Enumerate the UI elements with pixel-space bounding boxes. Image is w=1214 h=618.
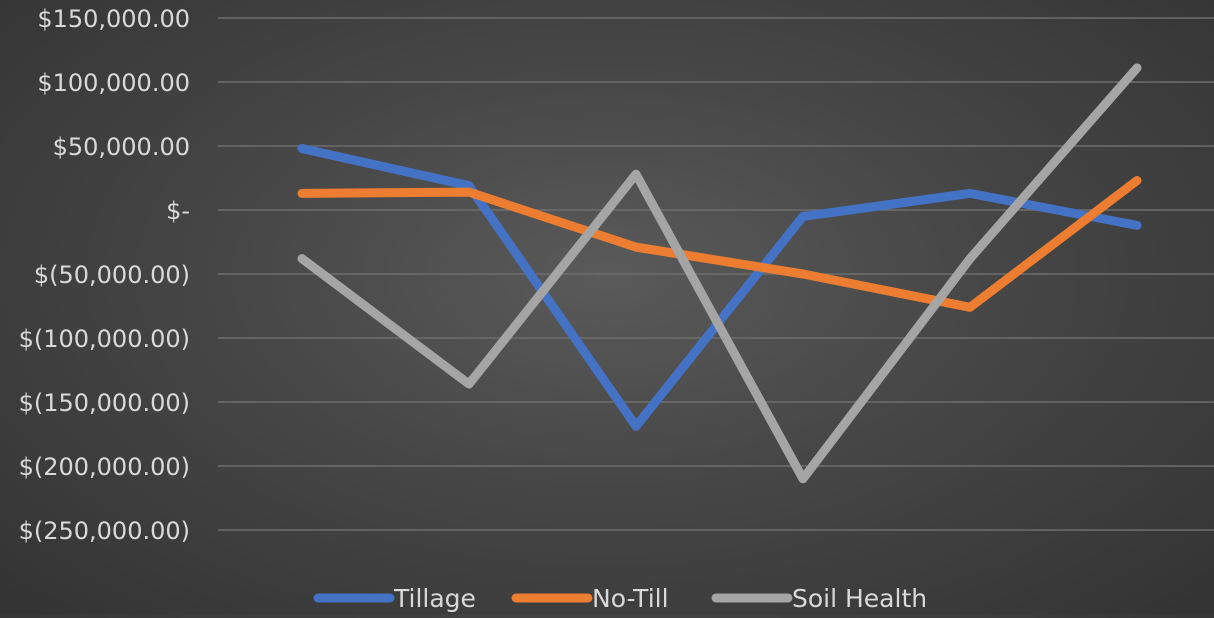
series-line: [297, 63, 1142, 484]
y-tick-label: $(100,000.00): [19, 325, 190, 353]
y-tick-label: $100,000.00: [37, 69, 190, 97]
data-point: [301, 147, 303, 150]
data-point: [301, 192, 303, 195]
data-point: [301, 257, 303, 260]
data-point: [1136, 224, 1138, 227]
data-point: [468, 191, 470, 194]
y-tick-label: $-: [166, 197, 190, 225]
series-no-till: [297, 176, 1142, 312]
data-point: [635, 173, 637, 176]
data-point: [635, 425, 637, 428]
legend-label: Soil Health: [792, 584, 927, 613]
y-tick-label: $(50,000.00): [34, 261, 190, 289]
legend-entry: No-Till: [511, 584, 669, 613]
data-point: [969, 257, 971, 260]
legend-label: No-Till: [592, 584, 669, 613]
y-tick-label: $(150,000.00): [19, 389, 190, 417]
data-point: [635, 246, 637, 249]
y-tick-label: $(200,000.00): [19, 453, 190, 481]
y-axis-tick-labels: $150,000.00 $100,000.00 $50,000.00 $- $(50,0…: [19, 5, 190, 545]
legend-entry: Tillage: [313, 584, 476, 613]
data-point: [468, 383, 470, 386]
data-point: [1136, 179, 1138, 182]
plot-series: [297, 63, 1142, 484]
data-point: [468, 184, 470, 187]
data-point: [1136, 66, 1138, 69]
series-soil-health: [297, 63, 1142, 484]
series-line: [297, 176, 1142, 312]
data-point: [802, 215, 804, 218]
y-tick-label: $(250,000.00): [19, 517, 190, 545]
legend-label: Tillage: [393, 584, 476, 613]
data-point: [969, 192, 971, 195]
data-point: [969, 306, 971, 309]
legend: Tillage No-Till Soil Health: [313, 584, 927, 613]
data-point: [802, 477, 804, 480]
y-tick-label: $150,000.00: [37, 5, 190, 33]
y-tick-label: $50,000.00: [53, 133, 190, 161]
gridlines: [218, 17, 1214, 531]
legend-entry: Soil Health: [711, 584, 927, 613]
data-point: [802, 273, 804, 275]
